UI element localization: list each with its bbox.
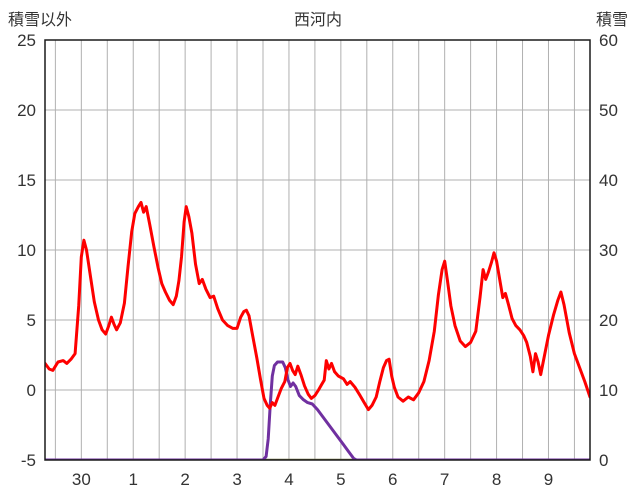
right-axis-tick-label: 60 — [599, 31, 618, 50]
chart-title: 西河内 — [293, 12, 342, 29]
left-axis-tick-label: 15 — [17, 171, 36, 190]
plot-border — [44, 39, 591, 461]
x-axis-tick-label: 3 — [232, 470, 241, 489]
x-axis-tick-label: 8 — [492, 470, 501, 489]
right-axis-tick-label: 0 — [599, 451, 608, 470]
x-axis-tick-label: 7 — [440, 470, 449, 489]
x-axis-tick-label: 1 — [129, 470, 138, 489]
right-axis-tick-label: 10 — [599, 381, 618, 400]
x-axis-tick-label: 30 — [72, 470, 91, 489]
x-axis-tick-label: 6 — [388, 470, 397, 489]
left-axis-tick-label: 5 — [27, 311, 36, 330]
x-axis-tick-label: 2 — [180, 470, 189, 489]
series-line-red — [45, 200, 590, 412]
series-group — [45, 200, 590, 460]
x-axis-tick-label: 4 — [284, 470, 293, 489]
left-axis-tick-label: 10 — [17, 241, 36, 260]
x-axis-tick-label: 9 — [544, 470, 553, 489]
right-axis-tick-label: 40 — [599, 171, 618, 190]
right-axis-title: 積雪 — [595, 12, 628, 29]
left-axis-tick-label: 25 — [17, 31, 36, 50]
right-axis-tick-label: 20 — [599, 311, 618, 330]
right-axis-tick-label: 50 — [599, 101, 618, 120]
left-axis-title: 積雪以外 — [8, 12, 73, 29]
left-axis-tick-label: 20 — [17, 101, 36, 120]
right-axis-tick-label: 30 — [599, 241, 618, 260]
left-axis-tick-label: 0 — [27, 381, 36, 400]
left-axis-tick-label: -5 — [21, 451, 36, 470]
series-line-purple — [45, 360, 590, 460]
x-axis-tick-label: 5 — [336, 470, 345, 489]
